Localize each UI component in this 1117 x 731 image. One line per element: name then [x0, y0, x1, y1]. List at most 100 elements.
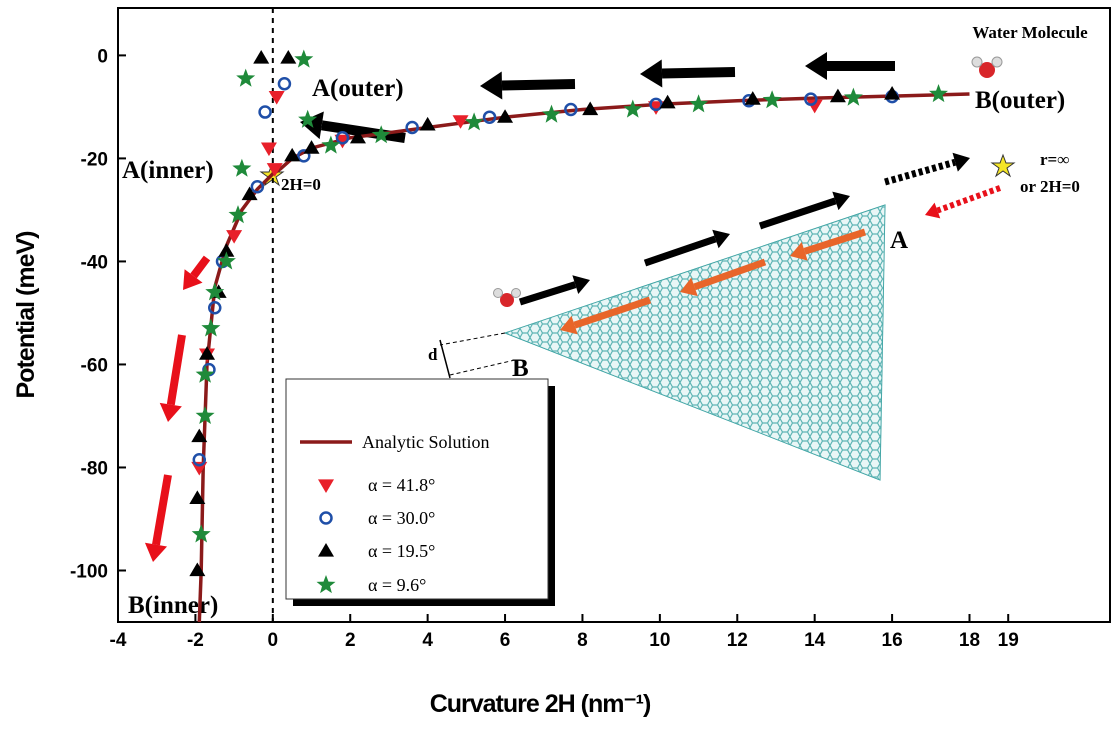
- point: [258, 105, 272, 119]
- legend-label: α = 9.6°: [368, 575, 426, 595]
- annotation: r=∞: [1040, 150, 1069, 169]
- y-tick-label: -60: [81, 355, 108, 376]
- point: [482, 110, 497, 124]
- point: [806, 99, 823, 114]
- x-axis-title: Curvature 2H (nm⁻¹): [430, 690, 651, 718]
- point: [250, 179, 265, 194]
- y-tick-label: 0: [97, 46, 108, 67]
- y-axis-title: Potential (meV): [12, 231, 40, 399]
- arrow-head: [925, 202, 941, 219]
- point: [232, 158, 252, 177]
- point: [195, 406, 215, 424]
- legend-label: Analytic Solution: [362, 432, 490, 452]
- arrow-shaft: [320, 120, 406, 143]
- point: [216, 251, 236, 270]
- point: [189, 562, 206, 577]
- annotation: 2H=0: [281, 175, 321, 194]
- arrow-head: [144, 542, 168, 562]
- point: [649, 97, 663, 112]
- arrow-shaft: [152, 474, 172, 546]
- x-tick-label: -2: [187, 630, 204, 651]
- point: [208, 301, 222, 315]
- point: [452, 115, 469, 129]
- point: [659, 94, 676, 109]
- x-tick-label: 12: [727, 630, 748, 651]
- arrow-head: [680, 277, 698, 297]
- x-tick-label: 0: [268, 630, 279, 651]
- arrow-shaft: [661, 67, 736, 79]
- point: [623, 99, 643, 118]
- arrow-head: [805, 52, 827, 80]
- point: [334, 134, 351, 149]
- arrow-head: [790, 241, 808, 261]
- legend-swatch: [316, 575, 336, 594]
- x-tick-label: -4: [110, 630, 127, 651]
- arrow-head: [183, 269, 203, 290]
- point: [829, 88, 846, 103]
- point: [191, 428, 208, 443]
- annotation: A(inner): [122, 157, 214, 184]
- legend-box: [285, 378, 549, 600]
- arrow-shaft: [501, 79, 576, 91]
- point: [199, 346, 216, 360]
- arrow-head: [159, 402, 182, 422]
- arrow-head: [572, 275, 590, 294]
- point: [464, 112, 484, 131]
- point: [843, 87, 863, 106]
- arrow-shaft: [758, 197, 837, 230]
- point: [280, 49, 297, 64]
- d-guide: [449, 359, 516, 376]
- legend-label: α = 30.0°: [368, 508, 435, 528]
- point: [298, 109, 318, 128]
- point: [226, 230, 243, 244]
- point: [744, 91, 761, 105]
- point: [189, 490, 206, 504]
- point: [564, 102, 578, 117]
- point: [335, 131, 350, 145]
- infinity-star: [990, 153, 1016, 178]
- water-molecule-icon: [971, 56, 1003, 78]
- point: [884, 86, 901, 100]
- x-tick-label: 8: [577, 630, 588, 651]
- y-tick-label: -100: [70, 561, 108, 582]
- point: [405, 120, 419, 135]
- annotation: A(outer): [312, 75, 404, 102]
- point: [371, 125, 391, 144]
- point: [349, 129, 366, 144]
- point: [297, 149, 311, 163]
- arrow-shaft: [190, 255, 211, 279]
- point: [241, 186, 258, 201]
- legend-label: α = 41.8°: [368, 475, 435, 495]
- point: [205, 282, 225, 301]
- annotation: A: [890, 227, 908, 254]
- point: [228, 205, 248, 224]
- legend-swatch: [318, 479, 334, 493]
- point: [284, 147, 301, 162]
- illustration: [144, 52, 1016, 606]
- water-molecule-icon: [493, 288, 521, 307]
- legend-label: α = 19.5°: [368, 541, 435, 561]
- point: [294, 49, 314, 68]
- d-guide: [439, 332, 506, 346]
- annotation: Water Molecule: [972, 23, 1088, 42]
- point: [192, 452, 207, 467]
- arrow-shaft: [643, 235, 717, 267]
- point: [582, 101, 599, 116]
- point: [266, 163, 283, 177]
- arrow-head: [712, 229, 730, 249]
- annotation: d: [428, 345, 438, 364]
- point: [542, 104, 561, 123]
- d-bracket: [439, 339, 451, 379]
- y-tick-label: -40: [81, 252, 108, 273]
- point: [195, 364, 215, 383]
- point: [497, 109, 514, 123]
- point: [191, 461, 208, 476]
- x-tick-label: 16: [882, 630, 903, 651]
- arrow-head: [952, 152, 970, 172]
- point: [277, 76, 292, 91]
- arrow-shaft: [693, 258, 767, 291]
- annotation: B(outer): [975, 87, 1065, 114]
- x-tick-label: 18: [959, 630, 980, 651]
- y-tick-label: -20: [81, 149, 108, 170]
